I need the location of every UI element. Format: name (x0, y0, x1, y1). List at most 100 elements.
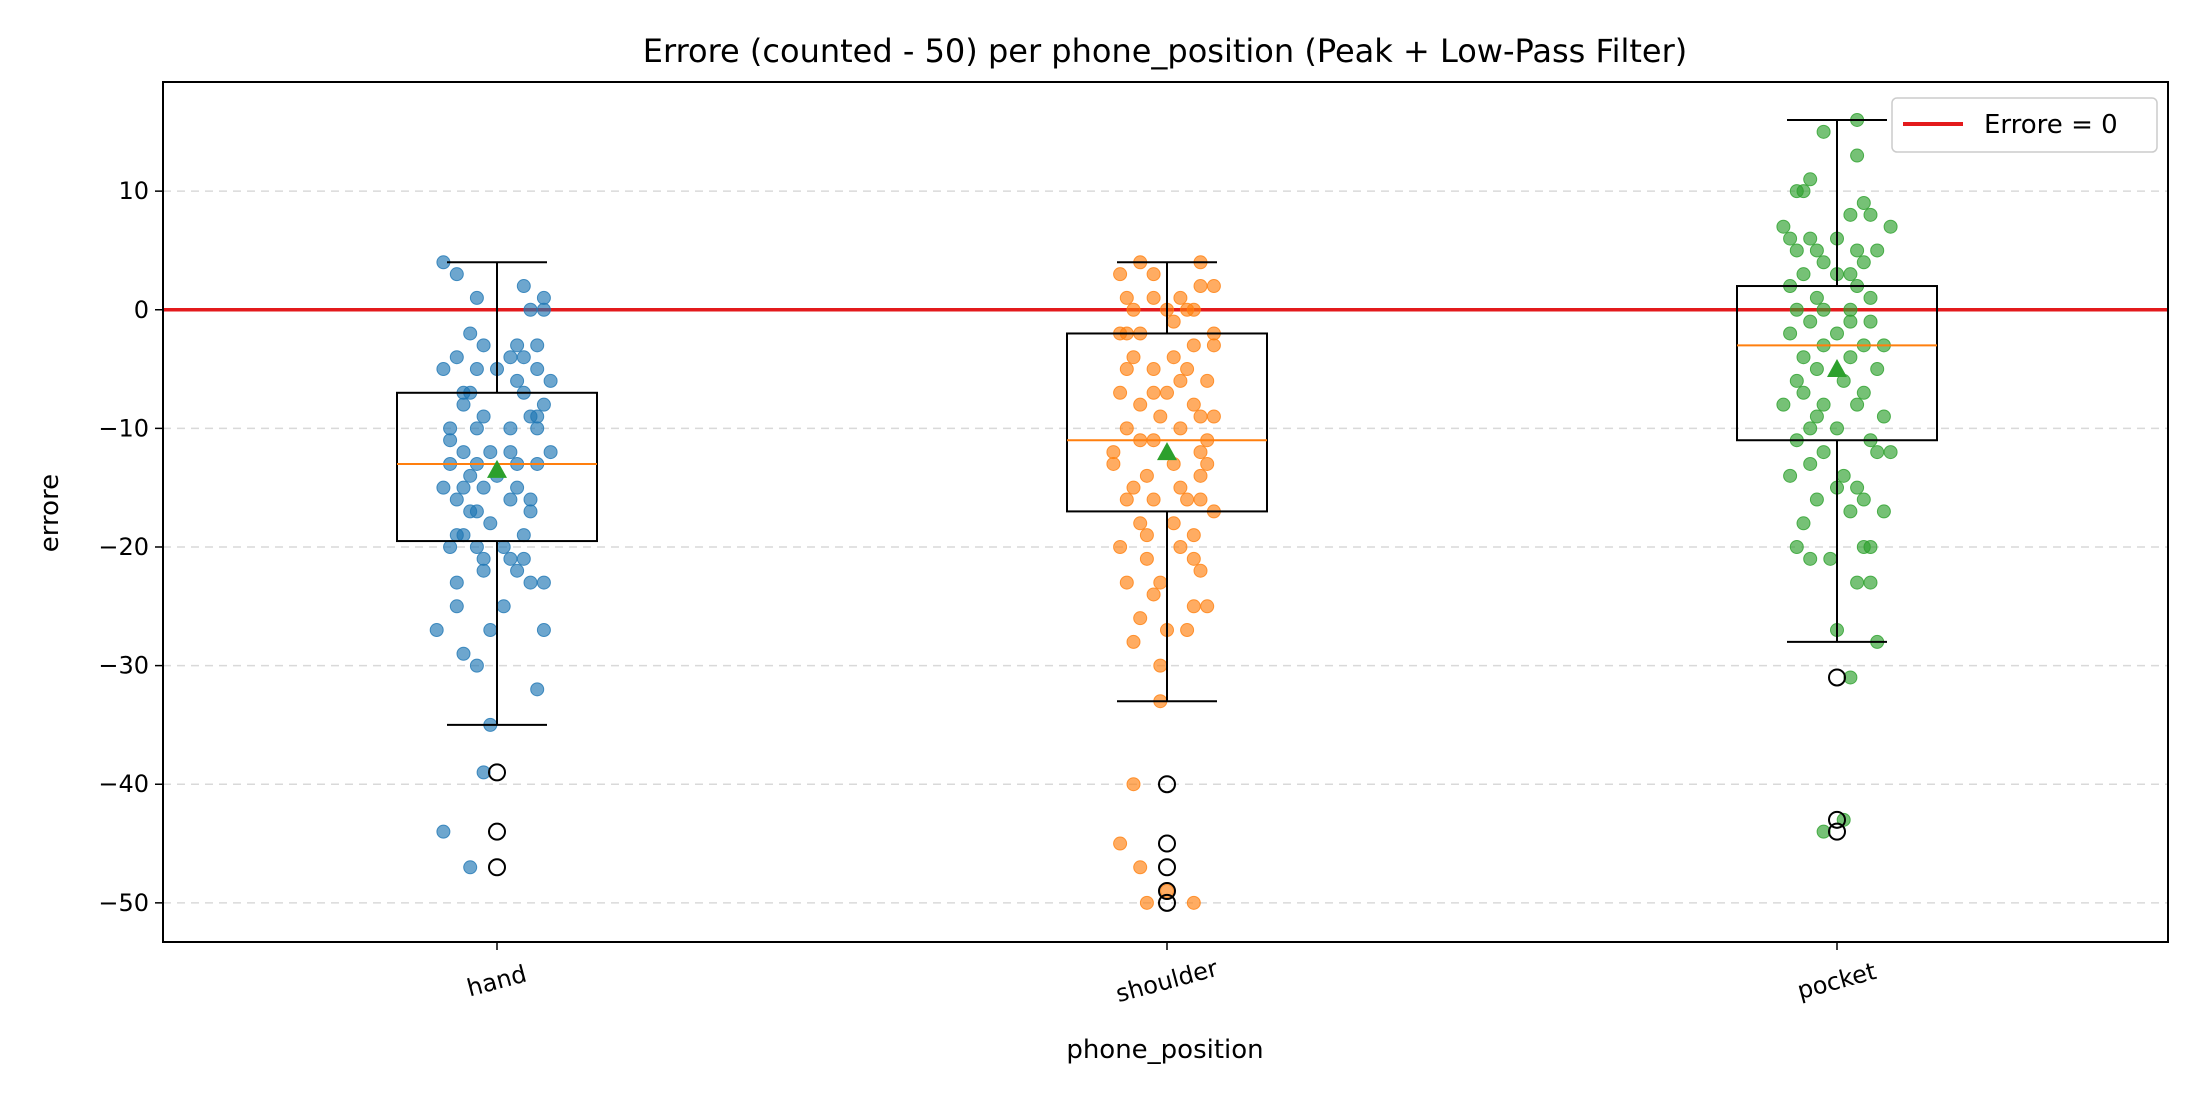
data-point (510, 373, 525, 388)
outlier-marker (1828, 810, 1846, 829)
data-point (1783, 326, 1798, 341)
data-point (1856, 385, 1871, 400)
axis-ticks: 10 0 −10 −20 −30 −40 −50 hand shoulder pocket (98, 177, 1879, 1008)
data-point (510, 480, 525, 495)
data-point (1200, 373, 1215, 388)
data-point (1139, 468, 1154, 483)
mean-marker (487, 459, 507, 478)
data-point (1133, 516, 1148, 531)
data-point (1180, 623, 1195, 638)
data-point (429, 623, 444, 638)
data-point (1850, 575, 1865, 590)
data-point (1186, 551, 1201, 566)
data-point (530, 409, 545, 424)
data-point (1166, 314, 1181, 329)
box-shoulder (1066, 261, 1268, 912)
data-point (543, 445, 558, 460)
data-point (1796, 350, 1811, 365)
data-point (516, 350, 531, 365)
data-point (449, 528, 464, 543)
data-point (476, 409, 491, 424)
data-point (1206, 409, 1221, 424)
data-point (523, 575, 538, 590)
data-point (1186, 338, 1201, 353)
y-tick-label: −50 (98, 889, 149, 917)
outlier-marker (488, 822, 506, 841)
data-point (1870, 243, 1885, 258)
data-point (476, 563, 491, 578)
data-point (1180, 302, 1195, 317)
data-point (1126, 350, 1141, 365)
data-point (503, 445, 518, 460)
data-point (1816, 124, 1831, 139)
data-point (1160, 385, 1174, 400)
data-point (1113, 385, 1128, 400)
data-point (476, 551, 491, 566)
data-point (449, 492, 464, 507)
data-point (483, 623, 498, 638)
data-point (1133, 397, 1148, 412)
data-point (449, 575, 464, 590)
data-point (1783, 468, 1798, 483)
data-point (469, 421, 484, 436)
data-point (1193, 468, 1208, 483)
data-point (1856, 195, 1871, 210)
outlier-marker (1828, 822, 1846, 841)
data-point (456, 397, 471, 412)
data-point (1186, 528, 1201, 543)
data-point (1796, 267, 1811, 282)
data-point (1153, 658, 1168, 673)
data-point (449, 350, 464, 365)
data-point (1173, 539, 1188, 554)
data-point (1153, 409, 1168, 424)
data-point (1126, 480, 1141, 495)
data-point (1843, 314, 1858, 329)
data-point (1206, 279, 1221, 294)
data-point (449, 599, 464, 614)
data-point (1856, 492, 1871, 507)
data-point (1186, 895, 1201, 910)
data-point (1843, 670, 1858, 685)
data-point (1200, 599, 1215, 614)
boxes-layer (396, 118, 1938, 912)
data-point (1870, 445, 1885, 460)
data-point (463, 504, 478, 519)
data-point (523, 504, 538, 519)
data-point (1823, 551, 1838, 566)
data-point (1789, 539, 1804, 554)
data-point (483, 445, 498, 460)
data-point (1876, 409, 1891, 424)
x-axis-label: phone_position (1066, 1035, 1263, 1065)
data-point (1113, 539, 1128, 554)
data-point (1200, 456, 1215, 471)
data-point (1883, 445, 1898, 460)
data-point (1850, 148, 1865, 163)
box-pocket (1736, 118, 1938, 841)
data-point (443, 433, 458, 448)
jitter-points-layer (429, 112, 1898, 910)
outlier-marker (1828, 668, 1846, 687)
data-point (1850, 243, 1865, 258)
data-point (1146, 385, 1161, 400)
data-point (1843, 504, 1858, 519)
data-point (1816, 255, 1831, 270)
data-point (1816, 824, 1831, 839)
data-point (1126, 777, 1141, 792)
box-hand (396, 261, 598, 877)
data-point (530, 682, 545, 697)
data-point (1863, 290, 1878, 305)
outlier-marker (1158, 881, 1176, 900)
outlier-marker (488, 858, 506, 877)
data-point (463, 326, 478, 341)
y-tick-label: −30 (98, 652, 149, 680)
data-point (1186, 599, 1201, 614)
data-point (1173, 373, 1188, 388)
data-point (1776, 397, 1791, 412)
data-point (543, 373, 558, 388)
legend-label: Errore = 0 (1984, 110, 2118, 140)
data-point (463, 468, 478, 483)
data-point (436, 480, 451, 495)
data-point (456, 480, 471, 495)
